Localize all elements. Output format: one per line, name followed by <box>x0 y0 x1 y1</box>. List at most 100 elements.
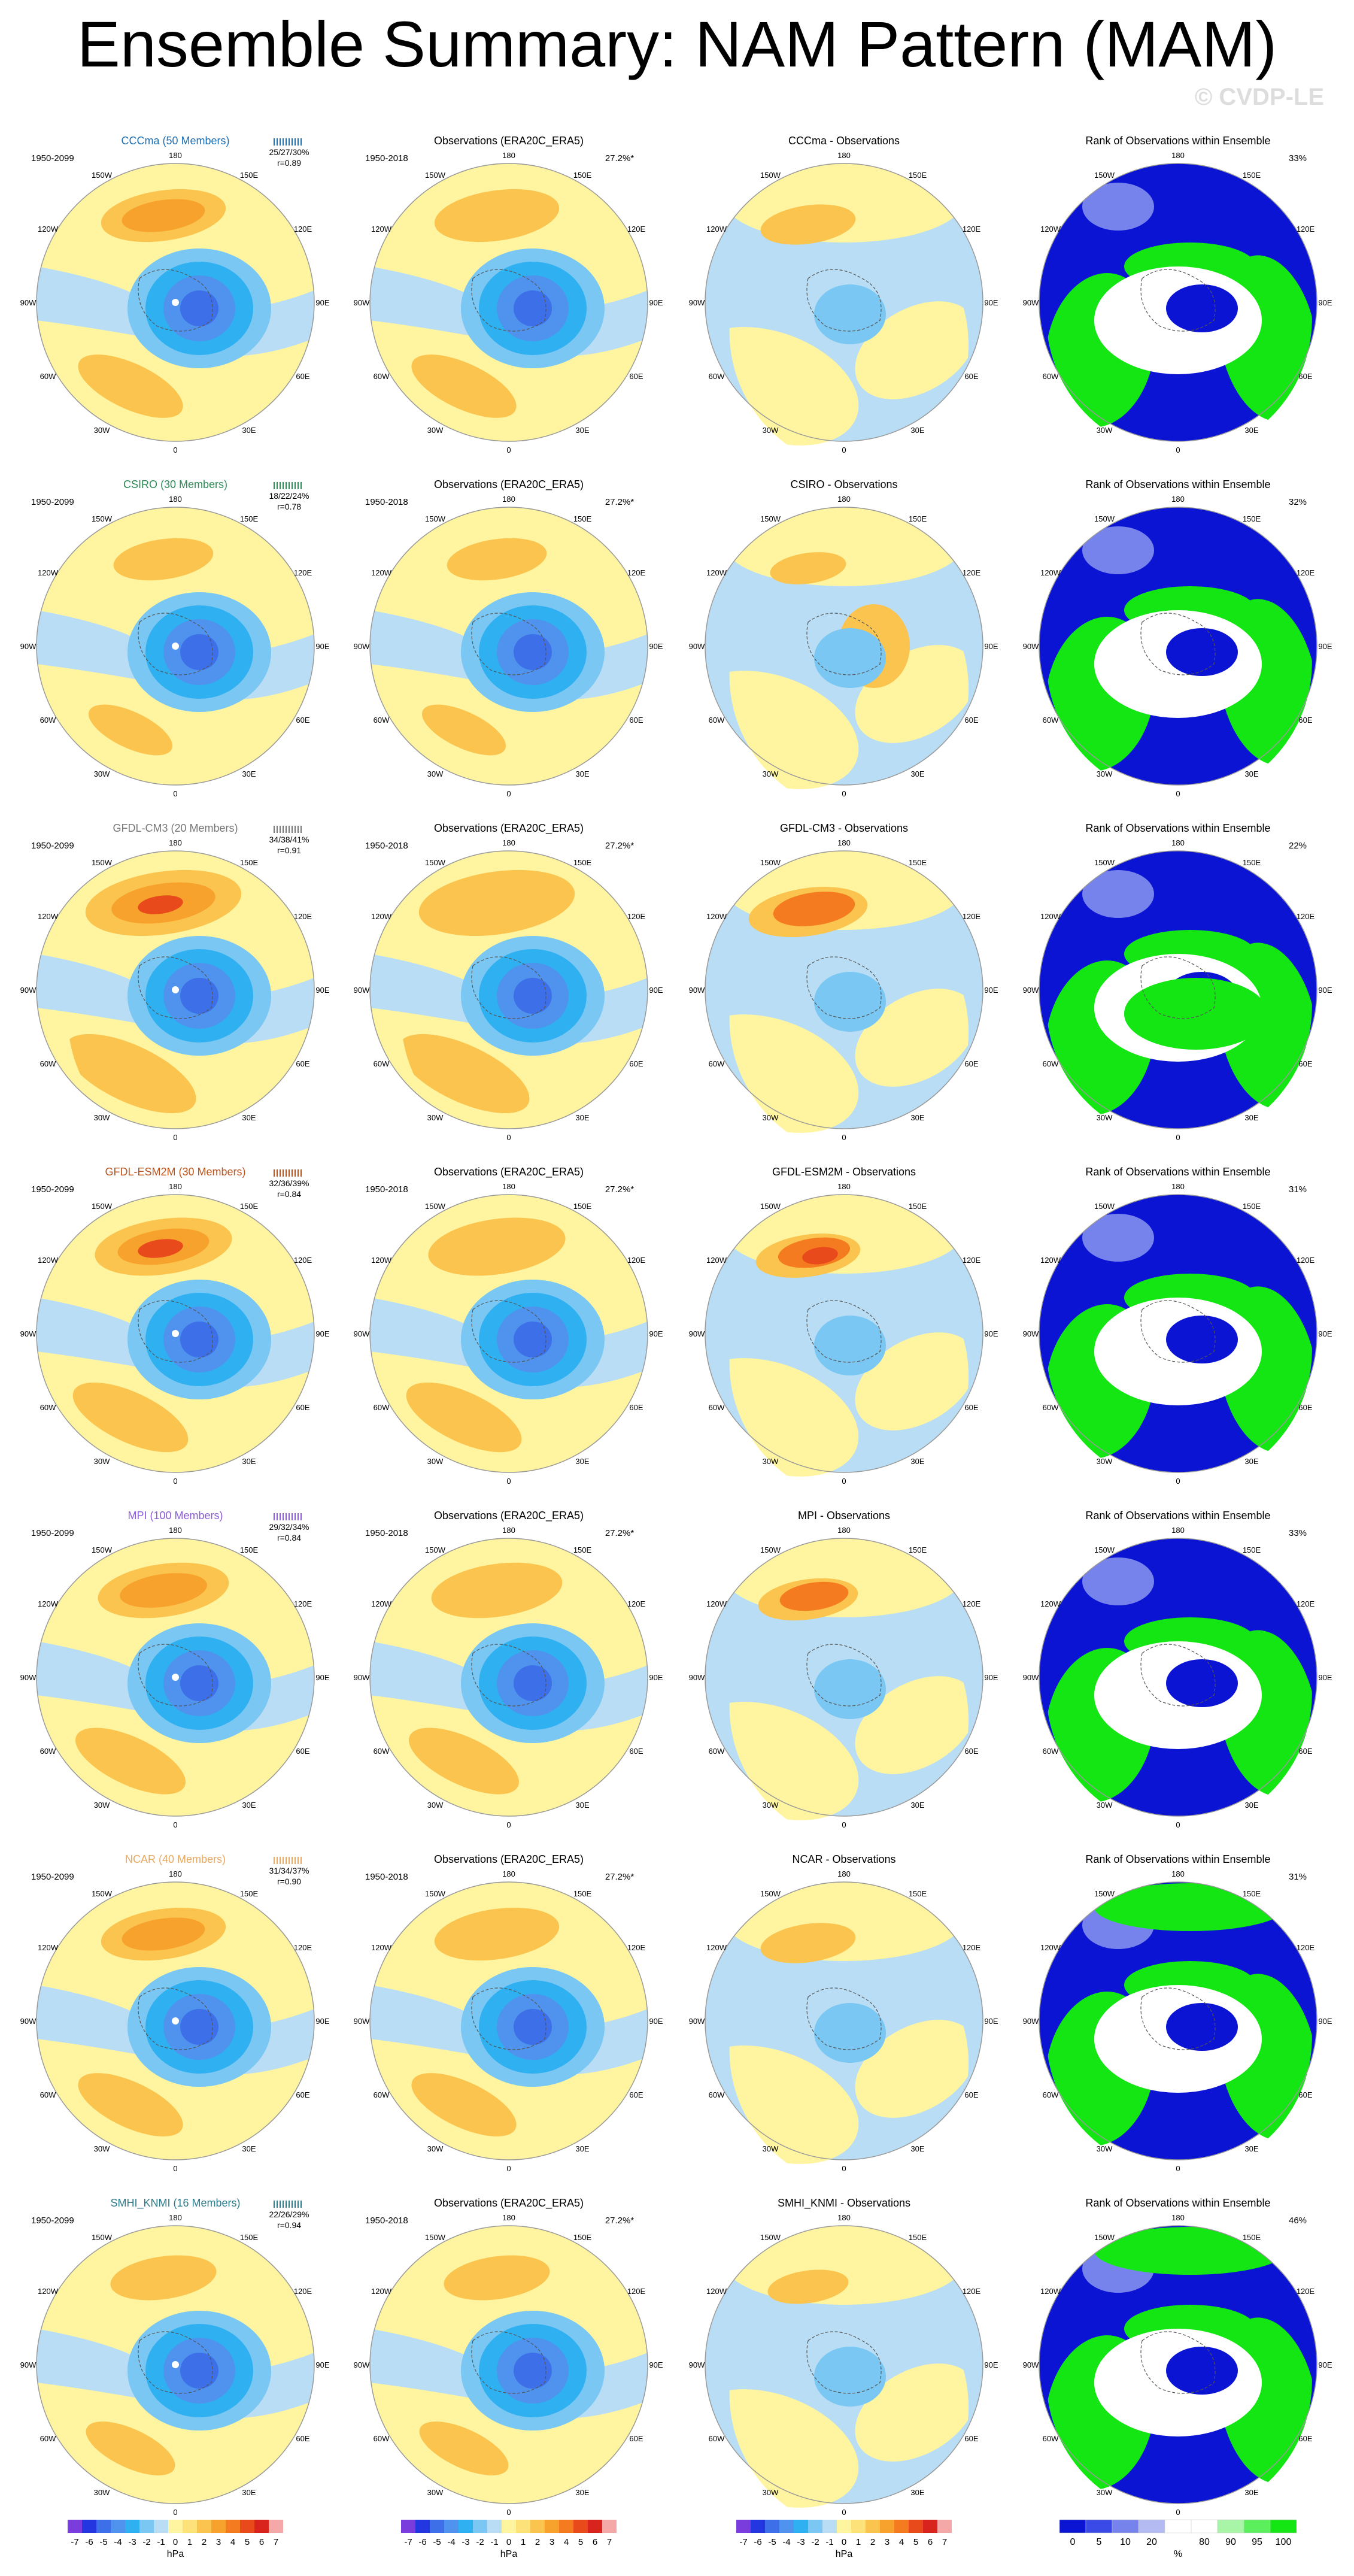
lon-label: 90E <box>315 2360 329 2369</box>
colorbar-tick-label: 0 <box>173 2537 178 2547</box>
colorbar-tick-label: -4 <box>447 2537 455 2547</box>
diff-title: CCCma - Observations <box>788 135 900 147</box>
lon-label: 0 <box>842 1477 846 1486</box>
map-obs-0: 180 150E 120E 90E 60E 30E 0 30W 60W 90W 120W 150W <box>354 151 663 454</box>
colorbar-swatch <box>125 2520 139 2533</box>
lon-label: 150E <box>1243 1202 1261 1211</box>
lon-label: 60W <box>40 372 56 381</box>
diff-positive-region <box>855 2363 977 2462</box>
lon-label: 60E <box>296 1747 309 1756</box>
pacific-high-core <box>122 1917 205 1951</box>
lon-label: 150W <box>1094 1202 1115 1211</box>
lon-label: 120W <box>706 568 727 577</box>
colorbar-swatch <box>937 2520 952 2533</box>
rank-title: Rank of Observations within Ensemble <box>1085 1510 1270 1522</box>
coastline <box>806 1300 882 1363</box>
map-rank-0: 180 150E 120E 90E 60E 30E 0 30W 60W 90W 120W 150W <box>1023 151 1332 454</box>
diff-positive-region <box>855 1332 977 1431</box>
colorbar-tick-label: -4 <box>114 2537 122 2547</box>
lon-label: 60W <box>1043 372 1059 381</box>
lon-label: 60E <box>629 716 643 725</box>
lon-label: 30W <box>427 1457 444 1466</box>
lon-label: 120E <box>294 1599 312 1608</box>
lon-label: 150W <box>425 2233 446 2242</box>
diff-title: NCAR - Observations <box>792 1853 895 1865</box>
lon-label: 0 <box>173 1820 177 1829</box>
lon-label: 30E <box>1244 769 1258 778</box>
lon-label: 90W <box>1023 1673 1039 1682</box>
lon-label: 0 <box>842 1133 846 1142</box>
coastline <box>1140 613 1216 675</box>
lon-label: 90E <box>649 2017 663 2026</box>
lon-label: 90E <box>315 986 329 995</box>
map-model-5: 180 150E 120E 90E 60E 30E 0 30W 60W 90W 120W 150W <box>20 1869 330 2173</box>
lon-label: 180 <box>1171 1869 1185 1878</box>
model-stats: 31/34/37% <box>269 1866 309 1875</box>
lon-label: 60W <box>709 2090 725 2099</box>
lon-label: 30E <box>575 2144 589 2153</box>
colorbar-swatch <box>751 2520 765 2533</box>
colorbar-tick-label: 7 <box>607 2537 612 2547</box>
rank-pct: 46% <box>1289 2216 1307 2226</box>
lon-label: 150W <box>425 514 446 523</box>
colorbar-swatch <box>837 2520 851 2533</box>
lon-label: 150E <box>573 1545 592 1554</box>
coastline <box>471 1644 547 1707</box>
lon-label: 90E <box>649 298 663 307</box>
lon-label: 90W <box>354 642 370 651</box>
colorbar-swatch <box>736 2520 751 2533</box>
colorbar-unit: hPa <box>836 2549 853 2559</box>
lon-label: 150W <box>1094 514 1115 523</box>
lon-label: 60E <box>629 1059 643 1068</box>
colorbar-tick-label: 6 <box>593 2537 597 2547</box>
lon-label: 90E <box>1318 1673 1332 1682</box>
pacific-high-region <box>434 1907 560 1961</box>
lon-label: 30W <box>94 426 110 435</box>
lon-label: 150E <box>909 858 927 867</box>
colorbar-tick-label: 2 <box>535 2537 540 2547</box>
lon-label: 90E <box>1318 1329 1332 1338</box>
lon-label: 150E <box>1243 858 1261 867</box>
lon-label: 0 <box>506 2164 511 2173</box>
atlantic-high-region <box>86 2422 175 2475</box>
lon-label: 30E <box>242 426 256 435</box>
lon-label: 120E <box>627 2287 646 2296</box>
lon-label: 150E <box>573 2233 592 2242</box>
lon-label: 30E <box>1244 1801 1258 1810</box>
model-period: 1950-2099 <box>31 2216 74 2226</box>
diff-title: GFDL-CM3 - Observations <box>780 822 908 834</box>
map-obs-5: 180 150E 120E 90E 60E 30E 0 30W 60W 90W 120W 150W <box>354 1869 663 2173</box>
lon-label: 90W <box>354 2360 370 2369</box>
colorbar-swatch <box>851 2520 866 2533</box>
pole-marker <box>172 299 179 306</box>
watermark: © CVDP-LE <box>1194 84 1324 110</box>
lon-label: 0 <box>506 789 511 798</box>
pacific-high-peak <box>138 1239 183 1258</box>
lon-label: 120W <box>706 1599 727 1608</box>
atlantic-high-region <box>421 704 506 756</box>
lon-label: 60W <box>1043 1059 1059 1068</box>
rank-low-region <box>1166 1316 1238 1363</box>
map-diff-0: 180 150E 120E 90E 60E 30E 0 30W 60W 90W 120W 150W <box>689 151 998 454</box>
diff-high-core <box>773 892 855 926</box>
colorbar-tick-label: -3 <box>128 2537 136 2547</box>
colorbar-swatch <box>588 2520 602 2533</box>
lon-label: 60E <box>296 2434 309 2443</box>
colorbar-swatch <box>516 2520 530 2533</box>
atlantic-high-region <box>72 1382 189 1453</box>
lon-label: 90E <box>1318 642 1332 651</box>
colorbar-swatch <box>168 2520 183 2533</box>
map-model-4: 180 150E 120E 90E 60E 30E 0 30W 60W 90W 120W 150W <box>20 1526 330 1829</box>
colorbar-swatch <box>923 2520 937 2533</box>
model-period: 1950-2099 <box>31 497 74 507</box>
map-border <box>36 1881 315 2160</box>
lon-label: 60E <box>1298 372 1312 381</box>
map-border <box>369 507 648 786</box>
lon-label: 60E <box>1298 1747 1312 1756</box>
lon-label: 30W <box>427 769 444 778</box>
rank-low-region <box>1166 2347 1238 2395</box>
rank-title: Rank of Observations within Ensemble <box>1085 2197 1270 2209</box>
pacific-high-core <box>122 199 205 232</box>
polar-low-core <box>180 2009 218 2045</box>
lon-label: 120W <box>706 1943 727 1952</box>
